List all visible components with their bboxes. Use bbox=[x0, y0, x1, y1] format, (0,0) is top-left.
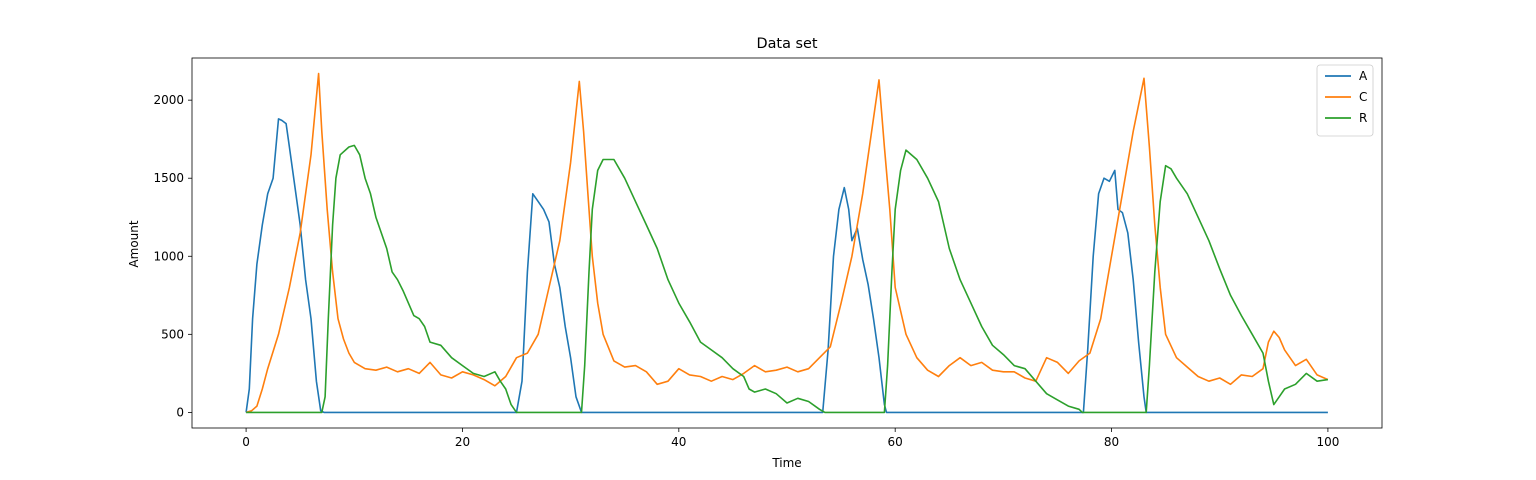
y-tick-label: 500 bbox=[161, 327, 184, 341]
x-axis-label: Time bbox=[771, 456, 801, 470]
series-layer bbox=[245, 72, 1329, 414]
series-line-C bbox=[245, 72, 1329, 414]
y-tick-label: 1000 bbox=[153, 249, 184, 263]
y-tick-label: 2000 bbox=[153, 93, 184, 107]
series-line-A bbox=[245, 118, 1328, 414]
chart-title: Data set bbox=[757, 36, 818, 52]
legend-label-C: C bbox=[1359, 90, 1367, 104]
x-tick-label: 60 bbox=[888, 435, 903, 449]
y-tick-label: 0 bbox=[176, 405, 184, 419]
legend: ACR bbox=[1316, 64, 1374, 137]
x-axis: 0 20 40 60 80 100 bbox=[242, 428, 1339, 449]
series-line-R bbox=[246, 144, 1329, 414]
x-tick-label: 80 bbox=[1104, 435, 1119, 449]
x-tick-label: 40 bbox=[671, 435, 686, 449]
x-tick-label: 100 bbox=[1316, 435, 1339, 449]
y-axis-label: Amount bbox=[127, 220, 141, 267]
legend-label-A: A bbox=[1359, 69, 1368, 83]
x-tick-label: 20 bbox=[455, 435, 470, 449]
legend-label-R: R bbox=[1359, 111, 1367, 125]
y-tick-label: 1500 bbox=[153, 171, 184, 185]
y-axis: 0 500 1000 1500 2000 bbox=[153, 93, 192, 419]
x-tick-label: 0 bbox=[242, 435, 250, 449]
plot-frame bbox=[191, 57, 1383, 429]
